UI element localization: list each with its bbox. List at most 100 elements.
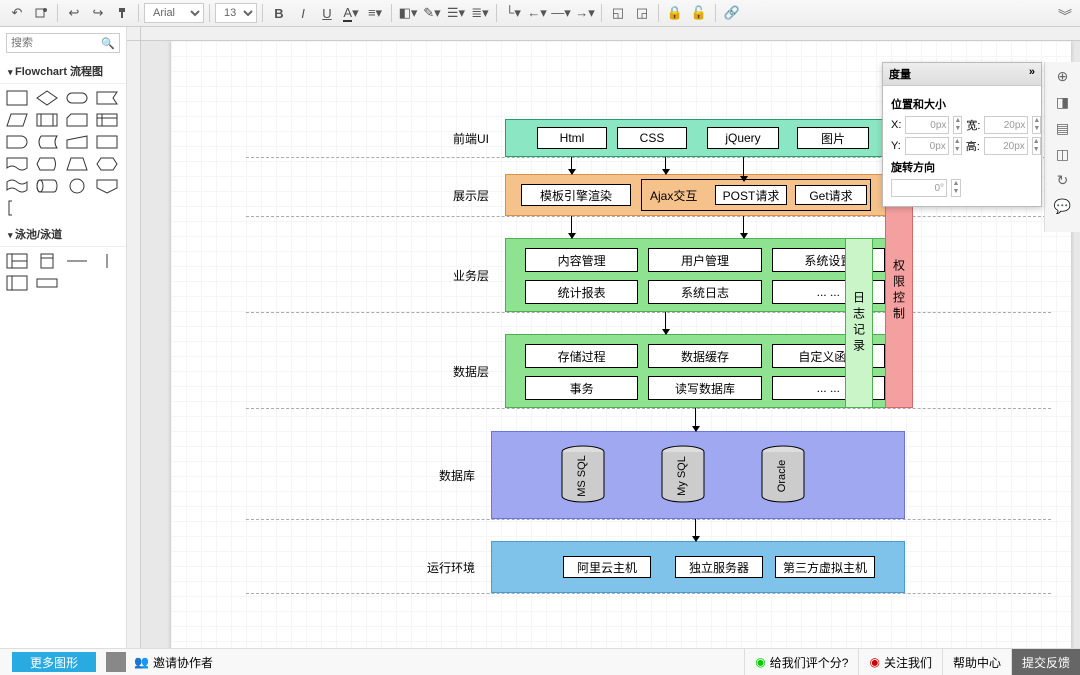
lock-button[interactable]: 🔒 — [664, 3, 686, 23]
shape-flag[interactable] — [96, 90, 118, 106]
history-icon[interactable]: ↻ — [1053, 170, 1073, 190]
format-painter-button[interactable] — [111, 3, 133, 23]
shape-direct[interactable] — [36, 178, 58, 194]
arrow-end-button[interactable]: →▾ — [574, 3, 596, 23]
shape-rect[interactable] — [6, 90, 28, 106]
swimlane-panel-header[interactable]: 泳池/泳道 — [0, 222, 126, 247]
pin-icon[interactable]: » — [1029, 66, 1035, 78]
diagram-node[interactable]: 读写数据库 — [648, 376, 761, 400]
shape-manual-input[interactable] — [66, 134, 88, 150]
collapse-toolbar-icon[interactable]: ︾ — [1058, 6, 1072, 26]
database-cylinder[interactable]: My SQL — [661, 445, 705, 503]
line-dash-button[interactable]: —▾ — [550, 3, 572, 23]
shape-rect2[interactable] — [96, 134, 118, 150]
font-color-button[interactable]: A▾ — [340, 3, 362, 23]
align-button[interactable]: ≡▾ — [364, 3, 386, 23]
diagram-node[interactable]: POST请求 — [715, 185, 787, 205]
arrow-start-button[interactable]: ←▾ — [526, 3, 548, 23]
shape-sep-v[interactable] — [96, 253, 118, 269]
bring-front-button[interactable]: ◱ — [607, 3, 629, 23]
diagram-node[interactable]: 独立服务器 — [675, 556, 763, 578]
underline-button[interactable]: U — [316, 3, 338, 23]
more-shapes-button[interactable]: 更多图形 — [12, 652, 96, 672]
shape-tape[interactable] — [6, 178, 28, 194]
style-icon[interactable]: ◨ — [1053, 92, 1073, 112]
w-input[interactable] — [984, 116, 1028, 134]
unlock-button[interactable]: 🔓 — [688, 3, 710, 23]
diagram-node[interactable]: 数据缓存 — [648, 344, 761, 368]
rate-link[interactable]: ◉给我们评个分? — [744, 649, 858, 675]
bold-button[interactable]: B — [268, 3, 290, 23]
help-link[interactable]: 帮助中心 — [942, 649, 1011, 675]
diagram-node[interactable]: CSS — [617, 127, 687, 149]
side-box[interactable]: 权限控制 — [885, 174, 913, 408]
diagram-node[interactable]: 统计报表 — [525, 280, 638, 304]
diagram-node[interactable]: 内容管理 — [525, 248, 638, 272]
line-color-button[interactable]: ✎▾ — [421, 3, 443, 23]
shape-lane-title[interactable] — [6, 275, 28, 291]
rot-spinner[interactable]: ▲▼ — [951, 179, 961, 197]
diagram-node[interactable]: 阿里云主机 — [563, 556, 651, 578]
avatar[interactable] — [106, 652, 126, 672]
shape-pool-h[interactable] — [6, 253, 28, 269]
redo-button[interactable] — [30, 3, 52, 23]
feedback-button[interactable]: 提交反馈 — [1011, 649, 1080, 675]
diagram-node[interactable]: 用户管理 — [648, 248, 761, 272]
search-input[interactable]: 🔍 — [6, 33, 120, 53]
follow-link[interactable]: ◉关注我们 — [858, 649, 942, 675]
layers-icon[interactable]: ▤ — [1053, 118, 1073, 138]
side-box[interactable]: 日志记录 — [845, 238, 873, 408]
undo-button[interactable]: ↶ — [6, 3, 28, 23]
y-input[interactable] — [905, 137, 949, 155]
diagram-node[interactable]: 事务 — [525, 376, 638, 400]
database-cylinder[interactable]: Oracle — [761, 445, 805, 503]
comment-icon[interactable]: 💬 — [1053, 196, 1073, 216]
shape-offpage[interactable] — [96, 178, 118, 194]
shape-subroutine[interactable] — [36, 112, 58, 128]
search-field[interactable] — [11, 37, 101, 49]
shape-trapezoid[interactable] — [66, 156, 88, 172]
navigator-icon[interactable]: ⊕ — [1053, 66, 1073, 86]
line-style-button[interactable]: ☰▾ — [445, 3, 467, 23]
shape-diamond[interactable] — [36, 90, 58, 106]
y-spinner[interactable]: ▲▼ — [953, 137, 962, 155]
diagram-node[interactable]: 图片 — [797, 127, 869, 149]
italic-button[interactable]: I — [292, 3, 314, 23]
shape-hexagon[interactable] — [96, 156, 118, 172]
diagram-node[interactable]: Html — [537, 127, 607, 149]
shape-display[interactable] — [36, 156, 58, 172]
shape-document[interactable] — [6, 156, 28, 172]
rotation-input[interactable] — [891, 179, 947, 197]
invite-button[interactable]: 👥邀请协作者 — [134, 654, 213, 671]
x-spinner[interactable]: ▲▼ — [953, 116, 962, 134]
link-button[interactable]: 🔗 — [721, 3, 743, 23]
shape-stored[interactable] — [36, 134, 58, 150]
x-input[interactable] — [905, 116, 949, 134]
shape-circle[interactable] — [66, 178, 88, 194]
shape-card[interactable] — [66, 112, 88, 128]
diagram-node[interactable]: 第三方虚拟主机 — [775, 556, 875, 578]
connector-button[interactable]: └▾ — [502, 3, 524, 23]
redo2-button[interactable]: ↪ — [87, 3, 109, 23]
shape-delay[interactable] — [6, 134, 28, 150]
shape-lane[interactable] — [36, 275, 58, 291]
shape-sep-h[interactable] — [66, 253, 88, 269]
line-width-button[interactable]: ≣▾ — [469, 3, 491, 23]
shape-parallelogram[interactable] — [6, 112, 28, 128]
send-back-button[interactable]: ◲ — [631, 3, 653, 23]
database-cylinder[interactable]: MS SQL — [561, 445, 605, 503]
undo2-button[interactable]: ↩ — [63, 3, 85, 23]
w-spinner[interactable]: ▲▼ — [1032, 116, 1041, 134]
diagram-node[interactable]: 存储过程 — [525, 344, 638, 368]
diagram-node[interactable]: Get请求 — [795, 185, 867, 205]
h-spinner[interactable]: ▲▼ — [1032, 137, 1041, 155]
diagram-node[interactable]: jQuery — [707, 127, 779, 149]
shape-internal[interactable] — [96, 112, 118, 128]
diagram-node[interactable]: 模板引擎渲染 — [521, 184, 631, 206]
fill-color-button[interactable]: ◧▾ — [397, 3, 419, 23]
shape-bracket[interactable] — [6, 200, 28, 216]
shape-terminator[interactable] — [66, 90, 88, 106]
page-icon[interactable]: ◫ — [1053, 144, 1073, 164]
fontsize-select[interactable]: 13px — [215, 3, 257, 23]
flowchart-panel-header[interactable]: Flowchart 流程图 — [0, 59, 126, 84]
